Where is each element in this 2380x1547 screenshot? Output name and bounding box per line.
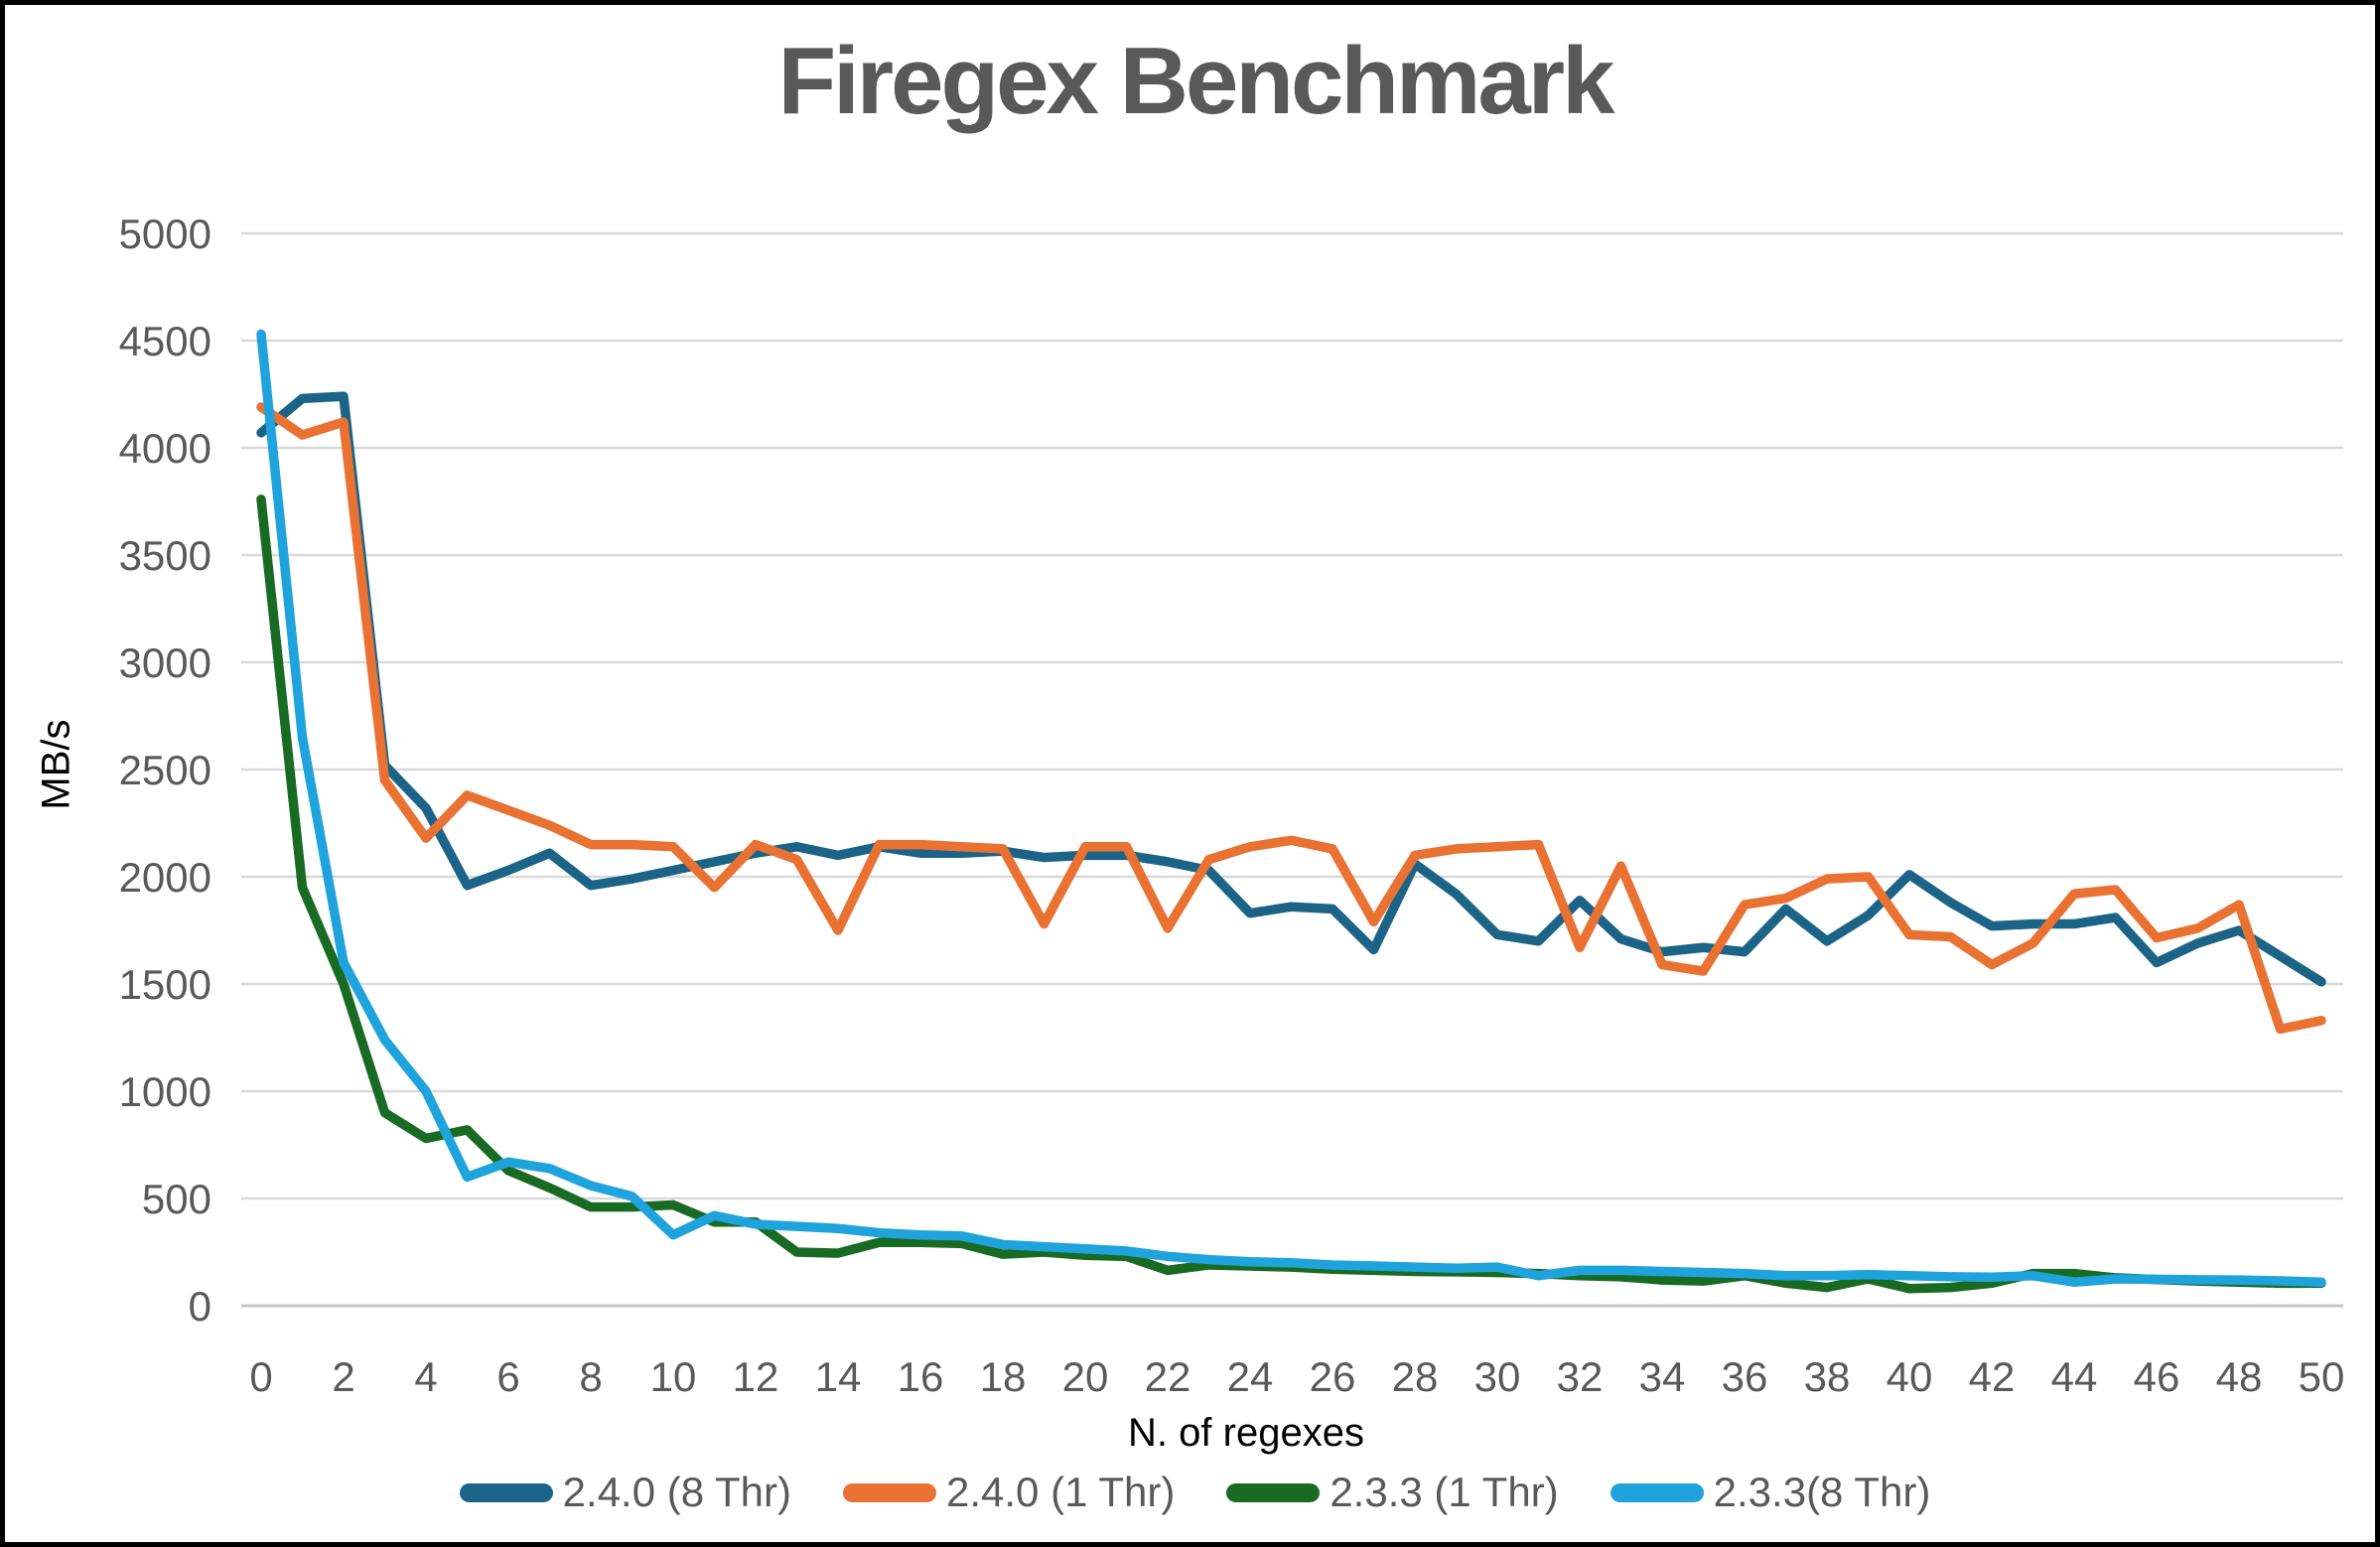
- x-tick-label: 12: [733, 1353, 779, 1400]
- x-tick-label: 2: [332, 1353, 354, 1400]
- y-tick-label: 0: [189, 1283, 211, 1330]
- x-tick-label: 32: [1557, 1353, 1604, 1400]
- gridlines: [241, 231, 2343, 1308]
- x-tick-label: 50: [2299, 1353, 2345, 1400]
- x-tick-label: 14: [815, 1353, 862, 1400]
- y-tick-label: 4000: [119, 425, 211, 472]
- y-tick-label: 2500: [119, 747, 211, 793]
- x-tick-label: 48: [2216, 1353, 2263, 1400]
- y-tick-label: 3500: [119, 532, 211, 579]
- legend-item-2-3-3-8-thr: 2.3.3(8 Thr): [1610, 1469, 1931, 1516]
- x-tick-label: 24: [1227, 1353, 1274, 1400]
- y-tick-label: 500: [142, 1176, 211, 1222]
- x-tick-label: 46: [2134, 1353, 2180, 1400]
- legend-item-2-4-0-8-thr: 2.4.0 (8 Thr): [459, 1469, 791, 1516]
- x-tick-label: 10: [650, 1353, 697, 1400]
- x-tick-label: 28: [1392, 1353, 1439, 1400]
- legend-swatch-icon: [1610, 1482, 1704, 1502]
- legend-swatch-icon: [459, 1482, 553, 1502]
- legend-item-2-4-0-1-thr: 2.4.0 (1 Thr): [843, 1469, 1175, 1516]
- x-tick-label: 30: [1474, 1353, 1521, 1400]
- y-axis-title: MB/s: [34, 719, 78, 810]
- x-tick-label: 0: [249, 1353, 272, 1400]
- legend-label: 2.3.3 (1 Thr): [1330, 1469, 1559, 1515]
- y-tick-label: 1000: [119, 1068, 211, 1115]
- x-tick-label: 42: [1969, 1353, 2016, 1400]
- series-line-2-4-0-8-thr: [256, 391, 2326, 987]
- legend: 2.4.0 (8 Thr) 2.4.0 (1 Thr) 2.3.3 (1 Thr) 2…: [5, 1469, 2375, 1516]
- series-line-2-4-0-1-thr: [256, 402, 2326, 1035]
- x-tick-label: 8: [579, 1353, 602, 1400]
- x-tick-label: 22: [1145, 1353, 1191, 1400]
- x-tick-label: 36: [1722, 1353, 1768, 1400]
- y-tick-label: 5000: [119, 211, 211, 257]
- x-tick-label: 26: [1310, 1353, 1356, 1400]
- legend-label: 2.3.3(8 Thr): [1713, 1469, 1931, 1515]
- legend-item-2-3-3-1-thr: 2.3.3 (1 Thr): [1226, 1469, 1559, 1516]
- x-tick-label: 18: [980, 1353, 1027, 1400]
- x-tick-label: 34: [1639, 1353, 1686, 1400]
- series-line-2-3-3-1-thr: [256, 494, 2326, 1294]
- y-tick-label: 3000: [119, 639, 211, 686]
- legend-label: 2.4.0 (8 Thr): [562, 1469, 791, 1515]
- y-tick-label: 1500: [119, 961, 211, 1008]
- y-tick-labels: 0 500 1000 1500 2000 2500 3000 3500 4000 4500 5000: [119, 211, 211, 1330]
- x-tick-label: 44: [2051, 1353, 2098, 1400]
- x-axis-title: N. of regexes: [1128, 1411, 1364, 1455]
- legend-label: 2.4.0 (1 Thr): [946, 1469, 1176, 1515]
- chart-title: Firegex Benchmark: [777, 28, 1614, 134]
- y-tick-label: 2000: [119, 854, 211, 901]
- x-tick-label: 38: [1804, 1353, 1851, 1400]
- x-tick-label: 4: [414, 1353, 437, 1400]
- benchmark-line-chart: 0500100015002000250030003500400045005000…: [119, 211, 2345, 1400]
- x-tick-label: 20: [1062, 1353, 1109, 1400]
- x-tick-label: 6: [496, 1353, 519, 1400]
- legend-swatch-icon: [1226, 1482, 1321, 1502]
- x-tick-label: 16: [898, 1353, 944, 1400]
- x-tick-label: 40: [1887, 1353, 1933, 1400]
- x-tick-labels: 0 2 4 6 8 10 12 14 16 18 20 22 24 26 28 30 32 34 36 38 40 42 4…: [249, 1353, 2344, 1400]
- y-tick-label: 4500: [119, 318, 211, 364]
- series-line-2-3-3-8-thr: [256, 329, 2326, 1287]
- legend-swatch-icon: [843, 1482, 936, 1502]
